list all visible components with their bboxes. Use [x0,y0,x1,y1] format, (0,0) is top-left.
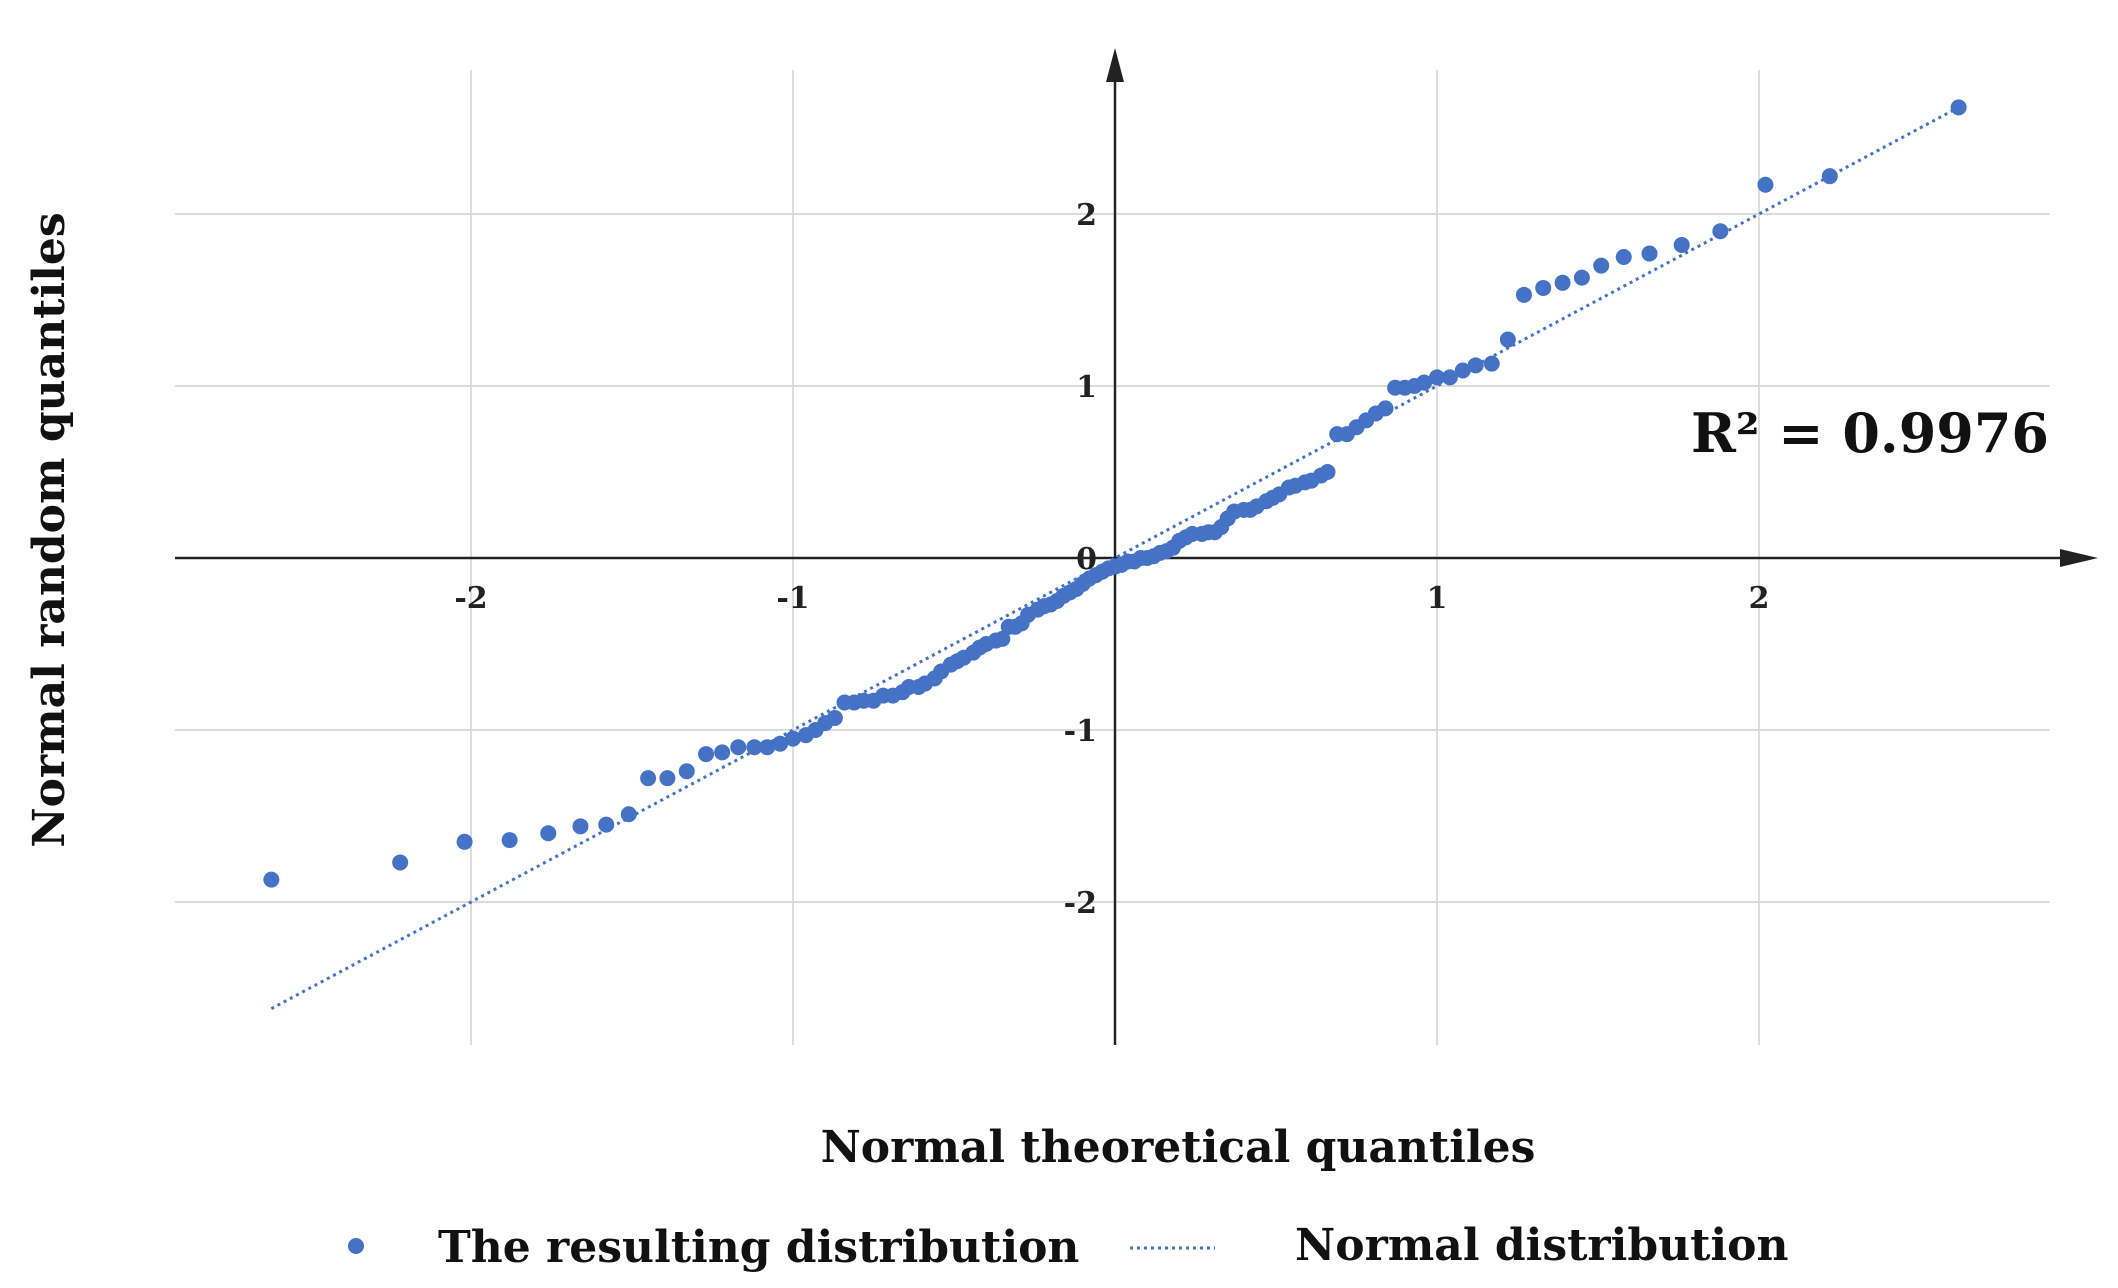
y-axis-arrow [1106,48,1124,82]
data-point-21 [826,709,843,726]
data-point-1 [392,854,409,871]
x-tick-label-neg2: -2 [454,581,487,616]
x-tick-label-1: 1 [1427,581,1448,616]
r-squared-annotation: R² = 0.9976 [1691,401,2049,465]
data-point-108 [1573,269,1590,286]
y-axis-title: Normal random quantiles [24,212,75,847]
resulting-distribution-points [263,99,1967,888]
data-point-4 [540,825,557,842]
data-point-88 [1319,464,1336,480]
data-point-104 [1499,331,1516,348]
legend-label-normal-distribution: Normal distribution [1295,1220,1788,1271]
data-point-15 [759,739,776,756]
data-point-3 [501,832,518,849]
data-point-111 [1641,245,1658,262]
data-point-41 [994,630,1011,647]
x-axis-title: Normal theoretical quantiles [821,1122,1536,1173]
data-point-5 [572,818,589,835]
x-tick-label-2: 2 [1749,581,1770,616]
legend-label-resulting-distribution: The resulting distribution [438,1222,1079,1273]
y-tick-label-2: 2 [1076,198,1097,233]
data-point-10 [678,763,695,780]
y-tick-label-1: 1 [1076,370,1097,405]
data-point-110 [1615,249,1632,265]
data-point-98 [1416,374,1433,391]
data-point-16 [772,735,789,752]
data-point-112 [1673,236,1690,253]
data-point-99 [1429,369,1445,386]
y-tick-label-neg1: -1 [1064,714,1097,749]
data-point-17 [785,730,801,747]
data-point-107 [1554,274,1571,291]
data-point-13 [730,739,747,756]
data-point-14 [746,739,763,756]
data-point-9 [659,770,676,787]
y-tick-label-neg2: -2 [1064,886,1097,921]
data-point-103 [1483,355,1500,372]
data-point-114 [1757,176,1774,193]
x-axis-arrow [2060,549,2098,567]
data-point-109 [1593,257,1610,274]
data-point-2 [456,833,473,850]
data-point-105 [1515,286,1532,303]
data-point-0 [263,871,280,888]
data-point-11 [698,746,715,763]
grid-layer [175,70,2050,1045]
data-point-106 [1535,279,1552,296]
data-point-8 [640,770,657,787]
series-layer [263,99,1967,1010]
legend-marker-resulting-distribution [348,1238,364,1254]
data-point-113 [1712,223,1729,240]
legend: The resulting distribution Normal distri… [348,1220,1788,1273]
data-point-12 [714,744,731,761]
data-point-6 [598,816,615,833]
x-tick-label-neg1: -1 [776,581,809,616]
